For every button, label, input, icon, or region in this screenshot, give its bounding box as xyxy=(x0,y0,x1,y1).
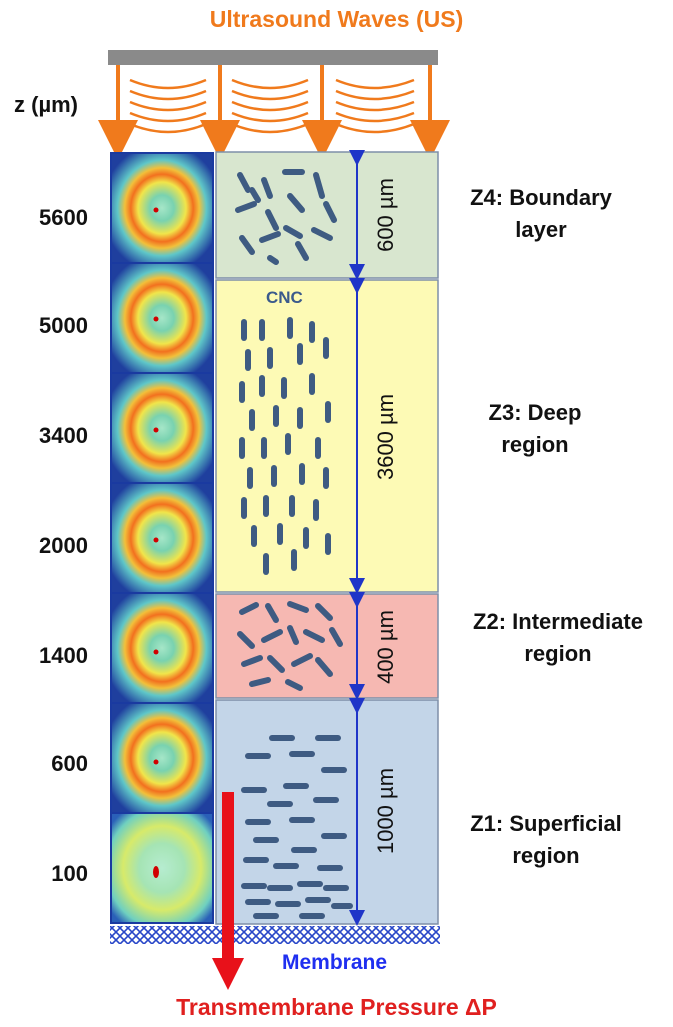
saxs-tile xyxy=(112,374,212,482)
z-value: 3400 xyxy=(39,423,88,448)
region-z2-label: Z2: Intermediate region xyxy=(473,609,643,666)
saxs-tile xyxy=(112,484,212,592)
beam-center xyxy=(153,866,159,878)
thickness-z4: 600 µm xyxy=(373,178,398,252)
region-z4-box xyxy=(215,151,439,279)
pressure-label: Transmembrane Pressure ΔP xyxy=(176,994,497,1020)
saxs-tile xyxy=(112,154,212,262)
ultrasound-arrows xyxy=(98,65,450,160)
ultrasound-waves xyxy=(129,78,415,134)
beam-center xyxy=(153,207,159,213)
rods-z2 xyxy=(237,601,343,691)
membrane-label: Membrane xyxy=(282,951,388,974)
rods-z4 xyxy=(235,169,337,265)
thickness-z3: 3600 µm xyxy=(373,393,398,481)
z-value: 1400 xyxy=(39,643,88,668)
rods-z1 xyxy=(241,735,353,919)
thickness-z1: 1000 µm xyxy=(373,767,398,855)
transducer-bar xyxy=(108,50,438,65)
region-z4-label: Z4: Boundary layer xyxy=(470,185,612,242)
saxs-tile xyxy=(112,264,212,372)
beam-center xyxy=(153,316,159,322)
beam-center xyxy=(153,759,159,765)
saxs-tile xyxy=(112,594,212,702)
membrane xyxy=(110,926,440,944)
pressure-arrow xyxy=(212,792,244,990)
z-value: 5000 xyxy=(39,313,88,338)
z-value: 5600 xyxy=(39,205,88,230)
rods-z3 xyxy=(239,317,331,575)
beam-center xyxy=(153,649,159,655)
z-value: 100 xyxy=(51,861,88,886)
saxs-tile xyxy=(112,814,212,922)
z-value: 2000 xyxy=(39,533,88,558)
thickness-z2: 400 µm xyxy=(373,610,398,684)
beam-center xyxy=(153,537,159,543)
cnc-label: CNC xyxy=(266,288,303,307)
diagram-title: Ultrasound Waves (US) xyxy=(209,6,464,32)
saxs-tile xyxy=(112,704,212,812)
saxs-patterns xyxy=(112,154,212,922)
region-z3-label: Z3: Deep region xyxy=(488,400,582,457)
z-axis-label: z (µm) xyxy=(14,92,79,117)
region-z1-label: Z1: Superficial region xyxy=(470,811,622,868)
beam-center xyxy=(153,427,159,433)
z-value: 600 xyxy=(51,751,88,776)
